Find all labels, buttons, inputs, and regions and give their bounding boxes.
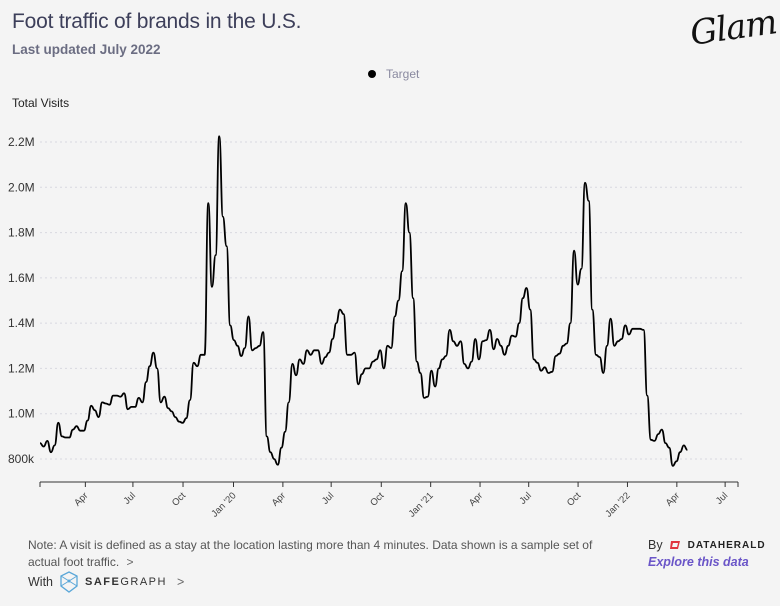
safegraph-credit[interactable]: With SAFEGRAPH > [28, 571, 184, 593]
series-lines [39, 135, 688, 467]
by-label: By [648, 538, 663, 552]
explore-data-link[interactable]: Explore this data [648, 555, 749, 569]
with-label: With [28, 575, 53, 589]
x-tick-label: Jul [517, 490, 533, 506]
chart-title: Foot traffic of brands in the U.S. [12, 10, 302, 33]
footnote[interactable]: Note: A visit is defined as a stay at th… [28, 537, 618, 571]
y-tick-label: 1.0M [8, 407, 35, 421]
y-tick-label: 1.2M [8, 361, 35, 375]
x-tick-label: Apr [72, 490, 90, 508]
dataherald-wordmark: DATAHERALD [687, 539, 766, 551]
x-tick-label: Jan '21 [407, 490, 436, 519]
legend-marker-icon [368, 70, 376, 78]
chart-subtitle: Last updated July 2022 [12, 42, 161, 57]
line-chart: 800k 1.0M 1.2M 1.4M 1.6M 1.8M 2.0M 2.2M Apr Jul O… [8, 135, 742, 520]
dataherald-credit: By DATAHERALD [648, 538, 766, 552]
y-tick-label: 800k [8, 452, 35, 466]
safegraph-bold: SAFE [85, 576, 121, 588]
safegraph-chevron-icon[interactable]: > [176, 575, 185, 589]
safegraph-logo-icon [60, 571, 78, 593]
y-tick-label: 2.2M [8, 135, 35, 149]
x-tick-label: Jul [122, 490, 138, 506]
y-axis-ticks: 800k 1.0M 1.2M 1.4M 1.6M 1.8M 2.0M 2.2M [8, 135, 35, 466]
series-line-target[interactable] [39, 135, 688, 467]
y-tick-label: 1.4M [8, 316, 35, 330]
footnote-text: Note: A visit is defined as a stay at th… [28, 538, 593, 569]
safegraph-rest: GRAPH [120, 576, 167, 588]
y-tick-label: 2.0M [8, 180, 35, 194]
legend-label-target[interactable]: Target [386, 67, 420, 81]
x-tick-label: Jul [320, 490, 336, 506]
x-tick-label: Jan '22 [603, 490, 632, 519]
y-tick-label: 1.6M [8, 271, 35, 285]
x-tick-label: Oct [565, 490, 583, 508]
footnote-chevron-icon[interactable]: > [126, 555, 134, 569]
y-axis-label: Total Visits [12, 96, 70, 110]
x-tick-label: Apr [270, 490, 288, 508]
x-tick-label: Jan '20 [209, 490, 238, 519]
y-tick-label: 1.8M [8, 226, 35, 240]
x-tick-label: Apr [467, 490, 485, 508]
legend[interactable]: Target [368, 67, 419, 81]
gridlines [40, 141, 742, 460]
x-tick-label: Jul [714, 490, 730, 506]
x-tick-label: Oct [368, 490, 386, 508]
dataherald-logo-icon [669, 541, 680, 549]
x-axis: Apr Jul Oct Jan '20 Apr Jul Oct Jan '21 Apr Jul Oc… [39, 481, 739, 520]
safegraph-wordmark: SAFEGRAPH [85, 576, 167, 588]
x-tick-label: Apr [664, 490, 682, 508]
x-tick-label: Oct [170, 490, 188, 508]
